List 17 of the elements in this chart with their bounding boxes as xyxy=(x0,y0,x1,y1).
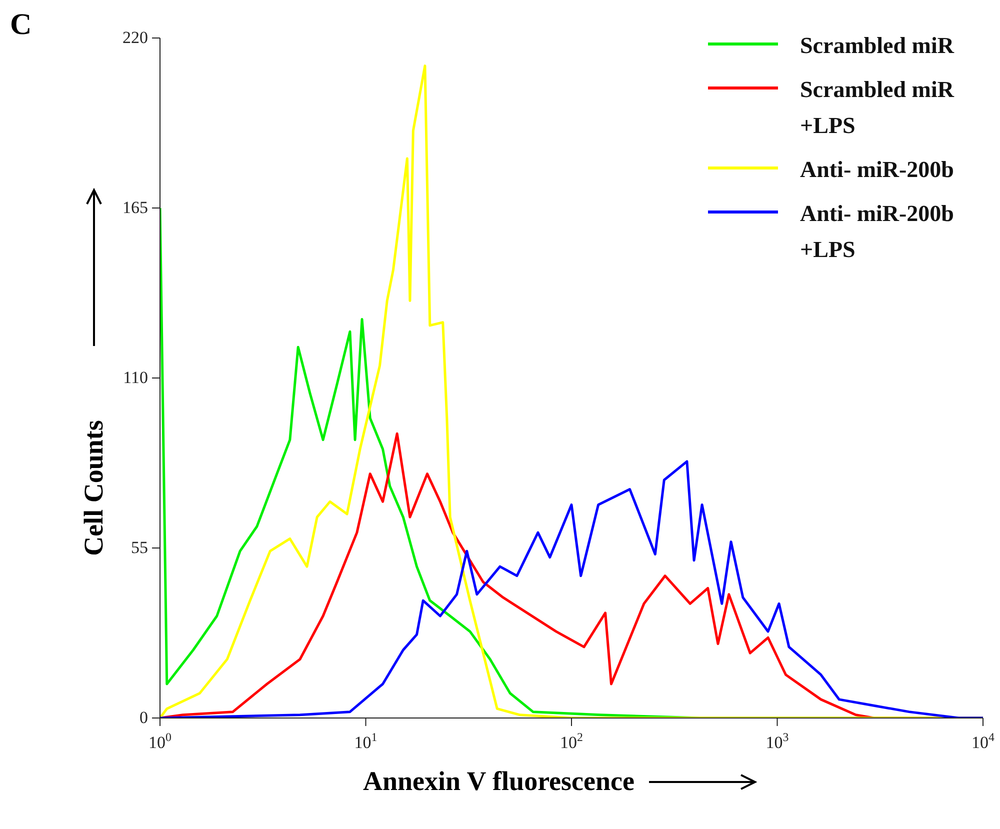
x-tick-label: 10$^{2}$ xyxy=(560,730,584,752)
y-tick-label: 165 xyxy=(122,198,148,217)
x-tick-label: 10$^{3}$ xyxy=(766,730,789,752)
legend-label: Scrambled miR +LPS xyxy=(800,76,956,140)
text: C xyxy=(10,8,32,42)
y-axis-title: Cell Counts xyxy=(78,420,110,556)
x-tick-label: 10$^{0}$ xyxy=(148,730,172,752)
x-tick-label: 10$^{1}$ xyxy=(354,730,378,752)
y-tick-label: 110 xyxy=(123,368,148,387)
legend-label: Scrambled miR xyxy=(800,32,956,60)
x-axis-title: Annexin V fluorescence xyxy=(363,766,635,797)
y-tick-label: 220 xyxy=(122,28,148,47)
y-tick-label: 0 xyxy=(140,708,148,727)
legend-label: Anti- miR-200b +LPS xyxy=(800,200,955,264)
legend-label: Anti- miR-200b xyxy=(800,156,955,184)
x-tick-label: 10$^{4}$ xyxy=(972,730,995,752)
y-tick-label: 55 xyxy=(131,538,148,557)
